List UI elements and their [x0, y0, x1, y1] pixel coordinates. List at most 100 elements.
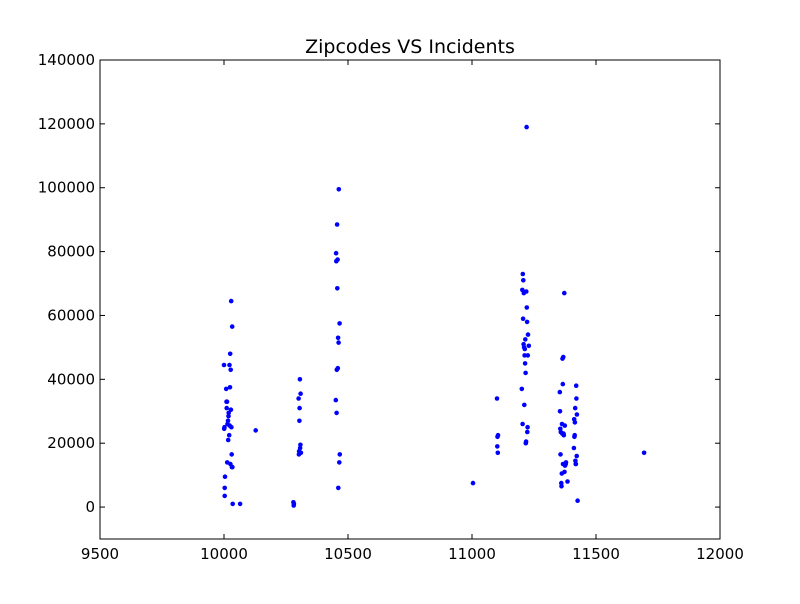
y-tick-label: 40000: [47, 370, 95, 388]
data-point: [561, 354, 566, 360]
plot-area-frame: [99, 59, 721, 540]
data-point: [228, 407, 234, 413]
data-point: [574, 412, 580, 417]
data-point: [297, 377, 303, 382]
data-point: [229, 324, 235, 329]
data-point: [237, 501, 243, 507]
data-point: [230, 501, 235, 507]
data-point: [298, 391, 303, 397]
data-point: [226, 432, 232, 438]
data-point: [253, 428, 258, 433]
data-point: [228, 298, 234, 304]
data-point: [225, 418, 231, 424]
data-point: [227, 385, 233, 390]
y-tick-label: 0: [85, 498, 95, 516]
data-point: [575, 498, 580, 504]
data-point: [523, 370, 528, 376]
x-tick-label: 12000: [696, 545, 744, 563]
data-point: [337, 321, 342, 326]
data-point: [298, 450, 304, 456]
data-point: [335, 257, 340, 262]
data-point: [561, 432, 567, 438]
data-point: [522, 402, 527, 408]
data-point: [522, 353, 527, 358]
x-tick-label: 11000: [448, 545, 496, 563]
data-point: [520, 421, 525, 427]
points-layer: [221, 124, 647, 508]
data-point: [470, 480, 476, 486]
data-point: [521, 278, 526, 283]
data-point: [223, 386, 229, 392]
x-tick-label: 10500: [324, 545, 372, 563]
data-point: [229, 424, 234, 430]
data-point: [336, 340, 341, 345]
data-point: [298, 442, 303, 448]
data-point: [230, 464, 235, 470]
data-point: [525, 353, 531, 358]
data-point: [558, 452, 563, 457]
y-tick-label: 140000: [38, 51, 95, 69]
data-point: [525, 332, 531, 337]
data-point: [524, 305, 530, 310]
data-point: [520, 271, 526, 277]
data-point: [222, 485, 227, 491]
data-point: [297, 418, 302, 424]
data-point: [224, 399, 230, 405]
data-point: [225, 437, 231, 443]
data-point: [523, 337, 528, 342]
data-point: [523, 439, 529, 444]
data-point: [562, 469, 567, 475]
data-point: [524, 319, 530, 325]
data-point: [334, 222, 340, 227]
data-point: [334, 410, 339, 416]
y-tick-label: 80000: [47, 243, 95, 261]
data-point: [562, 423, 568, 428]
data-point: [557, 409, 563, 414]
data-point: [571, 445, 577, 451]
data-point: [559, 484, 564, 489]
data-point: [572, 405, 578, 411]
data-point: [520, 316, 526, 322]
data-point: [335, 335, 341, 341]
data-point: [525, 424, 530, 430]
data-point: [336, 187, 342, 192]
ticks-layer: 9500 10000 10500 11000 11500 1200002000040000…: [38, 51, 744, 563]
data-point: [572, 432, 577, 438]
data-point: [524, 289, 529, 294]
data-point: [526, 343, 532, 349]
data-point: [337, 452, 343, 457]
data-point: [495, 444, 500, 449]
data-point: [572, 420, 578, 425]
chart-title: Zipcodes VS Incidents: [305, 36, 515, 58]
data-point: [335, 365, 341, 371]
data-point: [522, 346, 528, 352]
data-point: [222, 493, 227, 499]
data-point: [524, 124, 529, 130]
data-point: [574, 453, 579, 459]
data-point: [495, 432, 501, 438]
y-tick-label: 120000: [38, 115, 95, 133]
data-point: [224, 405, 229, 411]
data-point: [297, 405, 302, 411]
data-point: [227, 351, 233, 357]
data-point: [641, 450, 647, 456]
data-point: [222, 474, 228, 480]
x-tick-label: 11500: [572, 545, 620, 563]
data-point: [573, 383, 579, 389]
data-point: [221, 362, 227, 368]
y-tick-label: 60000: [47, 306, 95, 324]
data-point: [522, 361, 528, 366]
data-point: [565, 479, 570, 484]
data-point: [229, 452, 234, 457]
data-point: [227, 362, 232, 368]
data-point: [519, 386, 525, 392]
data-point: [337, 460, 342, 465]
data-point: [335, 286, 340, 291]
data-point: [563, 460, 569, 465]
data-point: [573, 461, 579, 467]
y-tick-label: 20000: [47, 434, 95, 452]
data-point: [495, 450, 501, 456]
data-point: [333, 397, 339, 403]
